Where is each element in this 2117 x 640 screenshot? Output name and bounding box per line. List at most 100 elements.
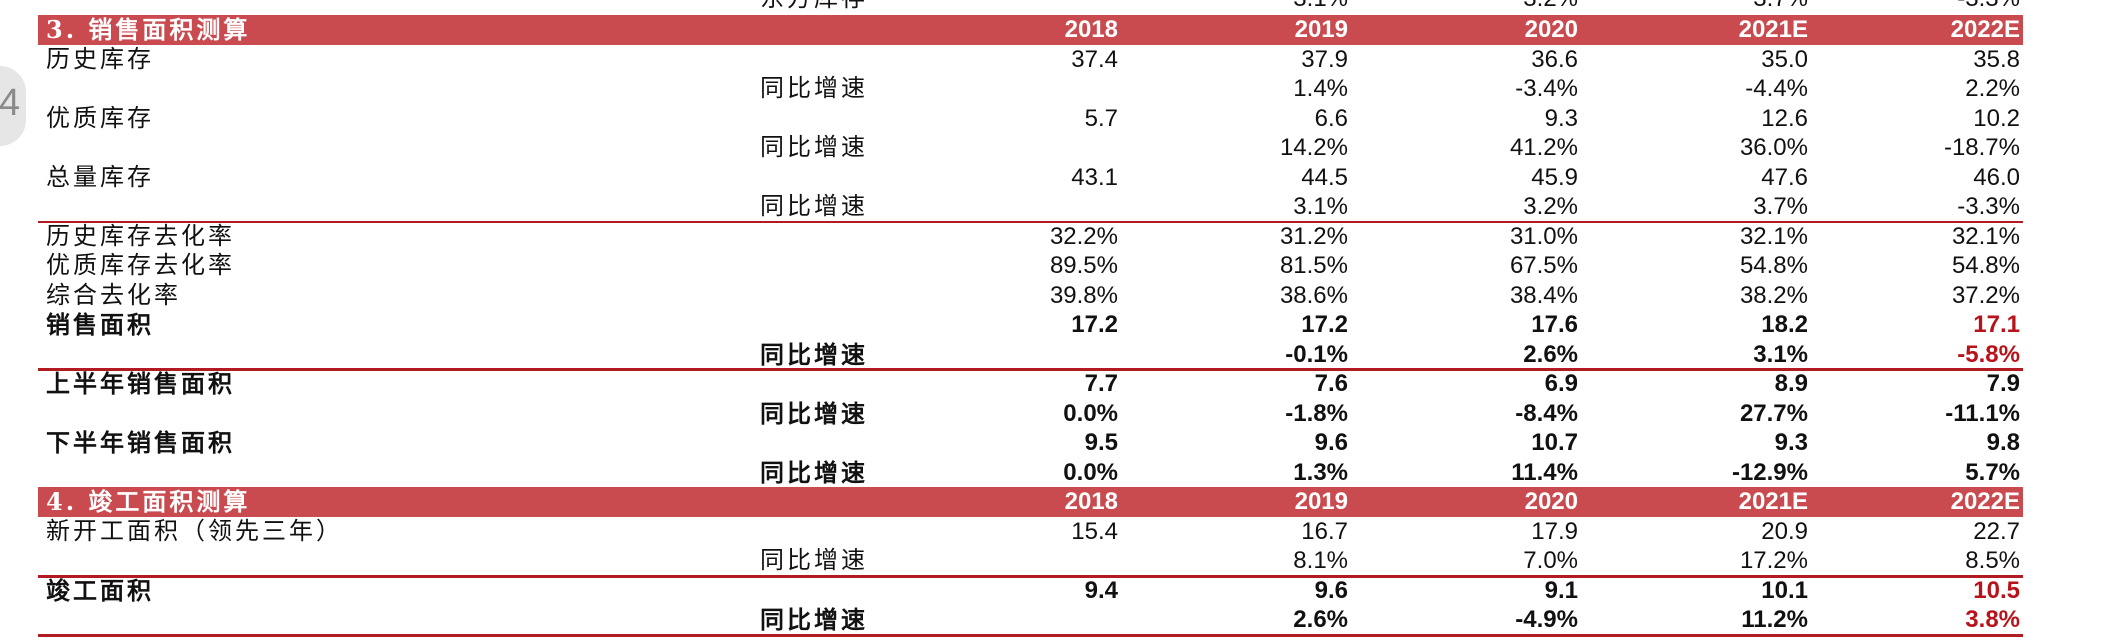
value-cell [938,192,1118,222]
value-cell: 54.8% [1739,252,1808,279]
row-sublabel: 同比增速 [760,339,868,369]
value-cell: 7.7 [1084,370,1118,397]
value-cell: -0.1% [1285,340,1348,368]
value-cell: 2.6% [1293,606,1348,633]
value-cell: 1.4% [1293,75,1348,102]
growth-row: 同比增速 8.1% 7.0% 17.2% 8.5% [38,546,2023,576]
section-header: 4. 竣工面积测算 2018 2019 2020 2021E 2022E [38,487,2023,517]
section-title: 3. 销售面积测算 [46,15,251,44]
value-cell: 36.0% [1739,134,1808,161]
value-cell [938,340,1118,370]
growth-row: 同比增速 3.1% 3.2% 3.7% -3.3% [38,192,2023,222]
value-cell: 9.4 [1084,576,1118,604]
year-header: 2021E [1738,16,1808,43]
value-cell: 8.9 [1774,370,1808,397]
value-cell: 81.5% [1279,252,1348,279]
value-cell: 11.2% [1741,606,1808,633]
value-cell: 8.1% [1293,547,1348,574]
value-cell: 9.3 [1774,429,1808,456]
row-sublabel: 同比增速 [760,133,868,161]
value-cell: 35.8 [1973,45,2020,73]
value-cell: 37.2% [1951,281,2020,309]
row-label: 优质库存 [46,103,154,132]
value-cell: 37.9 [1301,45,1348,73]
value-cell: 3.8% [1965,606,2020,633]
ghost-row-value: 3.1% [1168,0,1348,14]
growth-row: 同比增速 0.0% -1.8% -8.4% 27.7% -11.1% [38,399,2023,429]
page-side-tab[interactable]: 4 [0,66,26,146]
year-header: 2020 [1524,488,1578,515]
value-cell: 54.8% [1951,252,2020,279]
row-label: 销售面积 [46,310,154,339]
row-sublabel: 同比增速 [760,74,868,102]
value-cell: 36.6 [1531,45,1578,73]
ghost-row-label: 东方库存 [760,0,868,14]
year-header: 2018 [1064,16,1118,43]
metric-row: 新开工面积（领先三年） 15.4 16.7 17.9 20.9 22.7 [38,517,2023,547]
value-cell: 32.2% [1049,222,1118,250]
year-header: 2021E [1738,488,1808,515]
row-label: 综合去化率 [46,280,181,309]
row-divider [38,574,2023,578]
row-label: 竣工面积 [46,575,154,605]
value-cell: 7.9 [1986,370,2020,397]
value-cell: 39.8% [1049,281,1118,309]
year-header: 2018 [1064,488,1118,515]
metric-row: 下半年销售面积 9.5 9.6 10.7 9.3 9.8 [38,428,2023,458]
row-label: 上半年销售面积 [46,369,235,398]
value-cell: -3.4% [1515,75,1578,102]
value-cell: 38.2% [1739,281,1808,309]
row-divider [38,220,2023,223]
value-cell: 32.1% [1951,222,2020,250]
value-cell: -8.4% [1515,399,1578,427]
value-cell: 17.1 [1973,311,2020,338]
value-cell: 7.6 [1314,370,1348,397]
value-cell: 46.0 [1973,163,2020,191]
value-cell: 17.2 [1071,311,1118,338]
value-cell: 27.7% [1739,399,1808,427]
value-cell: -3.3% [1957,193,2020,220]
value-cell [938,74,1118,104]
year-header: 2019 [1294,488,1348,515]
value-cell: 20.9 [1761,517,1808,545]
section-title: 4. 竣工面积测算 [46,487,251,516]
value-cell: 12.6 [1761,104,1808,132]
row-divider [38,368,2023,371]
table-bottom-rule [38,633,2023,637]
page-side-tab-label: 4 [0,82,20,124]
value-cell: 47.6 [1761,163,1808,191]
value-cell: 2.6% [1523,340,1578,368]
metric-row: 历史库存 37.4 37.9 36.6 35.0 35.8 [38,45,2023,75]
row-label: 历史库存 [46,44,154,73]
value-cell: 16.7 [1301,517,1348,545]
value-cell: 6.9 [1544,370,1578,397]
value-cell: 10.7 [1531,429,1578,456]
clipped-previous-row: 东方库存 3.1% 3.2% 3.7% -3.3% [0,0,2117,14]
value-cell [938,133,1118,163]
value-cell: 38.6% [1279,281,1348,309]
metric-row: 总量库存 43.1 44.5 45.9 47.6 46.0 [38,163,2023,193]
value-cell: 18.2 [1761,311,1808,338]
value-cell: 89.5% [1049,252,1118,279]
value-cell: 9.6 [1314,429,1348,456]
value-cell: 0.0% [1063,399,1118,427]
value-cell: 43.1 [1071,163,1118,191]
row-label: 优质库存去化率 [46,251,235,279]
row-sublabel: 同比增速 [760,398,868,428]
year-header: 2019 [1294,16,1348,43]
value-cell: 5.7% [1965,458,2020,486]
value-cell: 3.7% [1753,193,1808,220]
row-sublabel: 同比增速 [760,546,868,574]
row-sublabel: 同比增速 [760,192,868,220]
value-cell: 17.2 [1301,311,1348,338]
row-label: 下半年销售面积 [46,428,235,457]
value-cell: 44.5 [1301,163,1348,191]
metric-row: 上半年销售面积 7.7 7.6 6.9 8.9 7.9 [38,369,2023,399]
value-cell [938,546,1118,576]
metric-row: 销售面积 17.2 17.2 17.6 18.2 17.1 [38,310,2023,340]
ghost-row-value: 3.2% [1398,0,1578,14]
growth-row: 同比增速 2.6% -4.9% 11.2% 3.8% [38,605,2023,635]
value-cell: 17.6 [1531,311,1578,338]
section-header: 3. 销售面积测算 2018 2019 2020 2021E 2022E [38,15,2023,45]
value-cell: 31.0% [1509,222,1578,250]
